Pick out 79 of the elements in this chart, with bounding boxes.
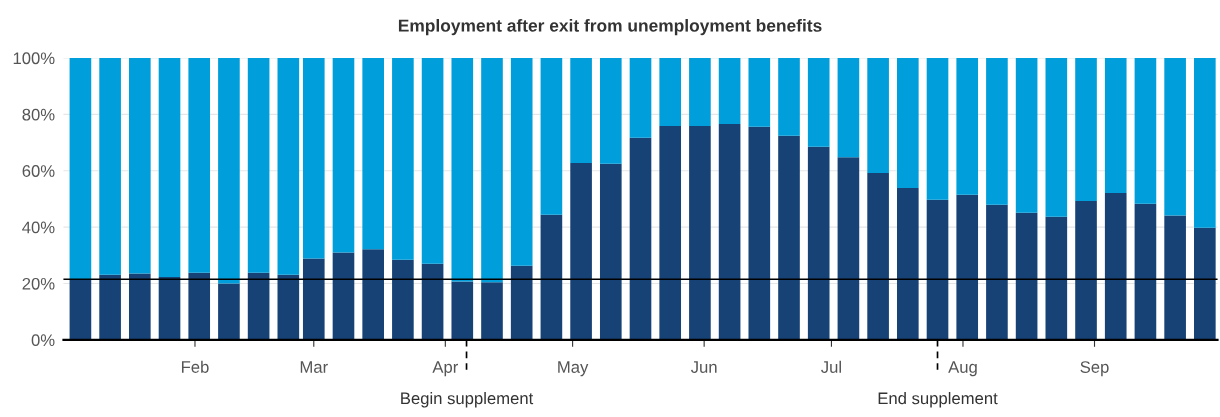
bar xyxy=(629,57,652,138)
bar xyxy=(807,146,830,340)
y-tick-label: 60% xyxy=(22,165,55,177)
bar xyxy=(451,281,474,340)
bar xyxy=(1164,57,1186,216)
bar xyxy=(421,263,444,340)
bar xyxy=(718,123,741,340)
bar xyxy=(659,125,682,340)
bar xyxy=(570,57,592,164)
y-tick-label: 0% xyxy=(31,334,55,347)
bar xyxy=(1194,227,1216,340)
bar xyxy=(332,252,355,340)
x-tick-label: Sep xyxy=(1080,361,1109,377)
bar xyxy=(392,259,414,340)
bar xyxy=(778,57,800,136)
bar xyxy=(896,57,919,188)
bar xyxy=(689,125,711,340)
x-tick-label: Aug xyxy=(948,361,977,377)
bar xyxy=(956,57,979,195)
bar xyxy=(540,214,563,340)
y-tick-label: 80% xyxy=(22,108,55,121)
bar xyxy=(807,57,830,147)
bar xyxy=(1075,200,1097,340)
bar xyxy=(1104,192,1127,340)
bar xyxy=(599,57,622,164)
bar xyxy=(1045,216,1068,340)
bar xyxy=(1045,57,1068,217)
bar xyxy=(867,57,889,173)
bar xyxy=(1104,57,1127,193)
bar xyxy=(896,187,919,340)
bar xyxy=(510,57,533,266)
bar xyxy=(392,57,414,260)
bar xyxy=(1015,57,1038,213)
bar xyxy=(689,57,711,126)
ref-line-label: End supplement xyxy=(878,392,998,408)
bar xyxy=(718,57,741,124)
bar xyxy=(302,57,325,259)
bar xyxy=(421,57,444,264)
bar xyxy=(570,163,592,340)
x-tick-label: May xyxy=(558,361,589,377)
bar xyxy=(540,57,563,215)
bar xyxy=(778,135,800,340)
chart-title: Employment after exit from unemployment benefits xyxy=(398,19,822,36)
ref-line-label: Begin supplement xyxy=(401,392,534,408)
bar xyxy=(956,194,979,340)
bar xyxy=(599,163,622,340)
bar xyxy=(451,57,474,282)
bar xyxy=(332,57,355,253)
bar xyxy=(748,57,771,127)
bar xyxy=(481,57,503,283)
bar xyxy=(986,204,1008,340)
x-tick-label: Apr xyxy=(432,361,459,377)
bar xyxy=(926,57,949,200)
bar xyxy=(867,172,889,340)
bar xyxy=(629,137,652,340)
bar xyxy=(986,57,1008,205)
bar xyxy=(837,157,860,340)
bar xyxy=(748,126,771,340)
x-tick-label: Jul xyxy=(821,360,841,373)
bar xyxy=(837,57,860,158)
bar xyxy=(1134,57,1157,204)
bar xyxy=(302,258,325,340)
bar xyxy=(926,199,949,340)
y-tick-label: 20% xyxy=(22,277,55,290)
bar xyxy=(362,249,385,340)
bar xyxy=(481,282,503,340)
bar xyxy=(1164,215,1186,340)
x-tick-label: Feb xyxy=(181,360,209,373)
x-tick-label: Mar xyxy=(300,361,328,373)
bar xyxy=(1015,212,1038,340)
x-tick-label: Jun xyxy=(690,361,717,373)
bar xyxy=(362,57,385,250)
bar xyxy=(659,57,682,126)
bar xyxy=(1134,203,1157,340)
bar xyxy=(510,265,533,340)
bar xyxy=(1194,57,1216,228)
y-tick-label: 40% xyxy=(22,221,55,234)
bar xyxy=(1075,57,1097,201)
y-tick-label: 100% xyxy=(13,52,55,65)
